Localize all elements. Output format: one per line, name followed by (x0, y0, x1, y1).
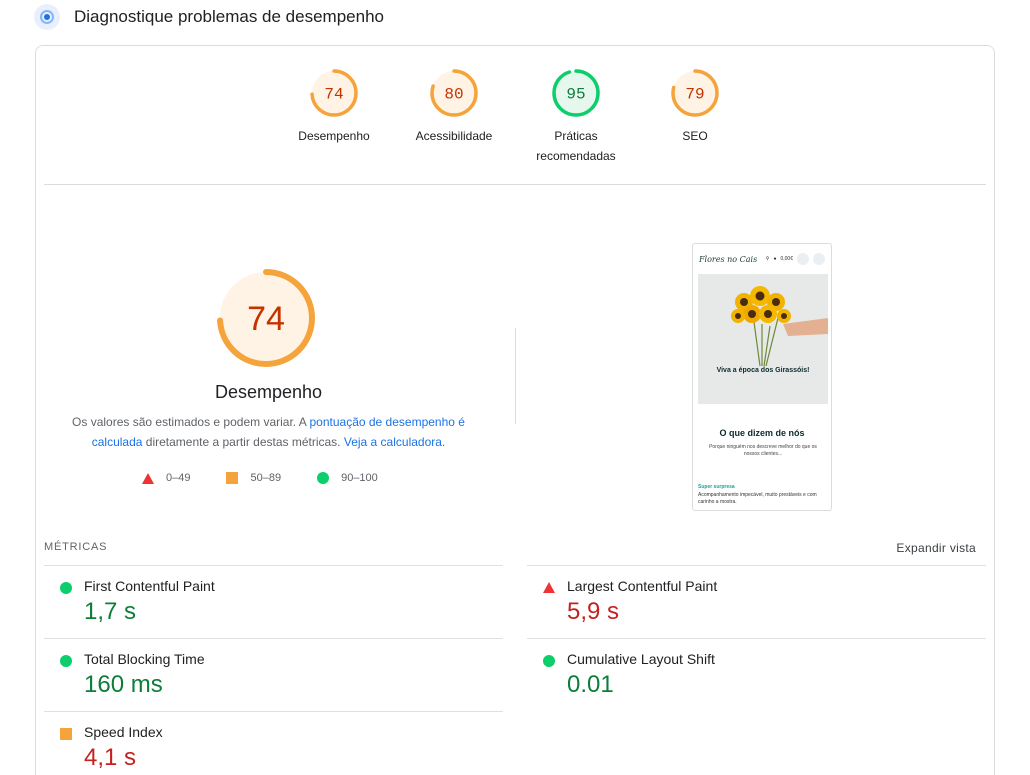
gauge-score: 74 (324, 86, 343, 104)
poor-triangle-icon (543, 582, 555, 593)
lighthouse-icon (34, 4, 60, 30)
metric-cls: Cumulative Layout Shift 0.01 (527, 638, 986, 711)
sunflower-bouquet-image (698, 274, 828, 404)
legend-range: 0–49 (166, 472, 191, 484)
average-square-icon (60, 728, 72, 740)
legend-range: 50–89 (250, 472, 282, 484)
good-circle-icon (60, 655, 72, 667)
search-icon: ⚲ (765, 256, 770, 262)
metric-speed-index: Speed Index 4,1 s (44, 711, 503, 775)
calculator-link[interactable]: Veja a calculadora. (343, 435, 446, 449)
good-circle-icon (60, 582, 72, 594)
metric-lcp: Largest Contentful Paint 5,9 s (527, 565, 986, 638)
gauge-accessibility[interactable]: 80 Acessibilidade (384, 68, 524, 146)
hero-text: Viva a época dos Girassóis! (716, 367, 810, 374)
user-icon: ● (773, 256, 777, 262)
note-text: Os valores são estimados e podem variar.… (72, 415, 310, 429)
metric-tbt: Total Blocking Time 160 ms (44, 638, 503, 711)
circle-icon (317, 472, 330, 484)
screenshot-navbar: Flores no Cais ⚲ ● 0,00€ (693, 244, 831, 274)
page-screenshot[interactable]: Flores no Cais ⚲ ● 0,00€ (692, 243, 832, 511)
metric-name: Total Blocking Time (84, 651, 205, 667)
legend-item-average: 50–89 (226, 472, 281, 484)
legend-range: 90–100 (341, 472, 378, 484)
gauge-ring: 79 (671, 69, 719, 117)
gauge-label: Práticas recomendadas (536, 129, 616, 163)
metric-name: Cumulative Layout Shift (567, 651, 715, 667)
gauge-seo[interactable]: 79 SEO (625, 68, 765, 146)
good-circle-icon (543, 655, 555, 667)
metric-name: Speed Index (84, 724, 163, 740)
metric-value: 0.01 (567, 671, 614, 698)
cart-icon (797, 253, 809, 265)
vertical-divider (515, 328, 516, 424)
metric-value: 160 ms (84, 671, 163, 698)
expand-view-button[interactable]: Expandir vista (896, 541, 976, 555)
metric-value: 1,7 s (84, 598, 137, 625)
section-subtitle: Porque ninguém nos descreve melhor do qu… (709, 444, 817, 457)
legend-item-poor: 0–49 (142, 472, 190, 484)
gauge-label: SEO (682, 129, 708, 143)
performance-note: Os valores são estimados e podem variar.… (61, 412, 476, 452)
gauge-label: Desempenho (298, 129, 370, 143)
triangle-icon (142, 472, 154, 484)
gauge-best-practices[interactable]: 95 Práticas recomendadas (506, 68, 646, 166)
section-heading: O que dizem de nós (719, 428, 805, 438)
cart-value: 0,00€ (780, 256, 793, 262)
performance-gauge: 74 (217, 269, 315, 367)
hero-image: Viva a época dos Girassóis! (698, 274, 828, 404)
metrics-heading: MÉTRICAS (44, 541, 108, 553)
review-text: Acompanhamento impecável, muito prestáve… (698, 492, 817, 505)
note-text: diretamente a partir destas métricas. (142, 435, 344, 449)
gauge-score: 79 (685, 86, 704, 104)
menu-icon (813, 253, 825, 265)
square-icon (226, 472, 239, 484)
metric-value: 4,1 s (84, 744, 137, 771)
metric-value: 5,9 s (567, 598, 620, 625)
gauge-label: Acessibilidade (415, 129, 493, 143)
gauge-ring: 74 (310, 69, 358, 117)
section-title: Diagnostique problemas de desempenho (74, 7, 384, 26)
metric-fcp: First Contentful Paint 1,7 s (44, 565, 503, 638)
gauge-ring: 80 (430, 69, 478, 117)
performance-title: Desempenho (214, 382, 323, 402)
metrics-header: MÉTRICAS Expandir vista (44, 541, 976, 555)
review-title: Super surpresa (698, 484, 735, 490)
performance-score: 74 (247, 300, 285, 338)
gauge-performance[interactable]: 74 Desempenho (264, 68, 404, 146)
section-header: Diagnostique problemas de desempenho (34, 4, 384, 30)
report-card: 74 Desempenho 80 Acessibilidade 95 Práti… (35, 45, 995, 775)
metric-name: First Contentful Paint (84, 578, 215, 594)
legend-item-good: 90–100 (317, 472, 378, 484)
metric-name: Largest Contentful Paint (567, 578, 718, 594)
gauge-score: 80 (444, 86, 463, 104)
score-calculation-link[interactable]: pontuação de desempenho é calculada (91, 415, 465, 449)
divider (44, 184, 986, 185)
gauge-ring: 95 (552, 69, 600, 117)
site-logo: Flores no Cais (699, 254, 758, 264)
category-gauges: 74 Desempenho 80 Acessibilidade 95 Práti… (36, 46, 994, 186)
gauge-score: 95 (566, 86, 585, 104)
score-legend: 0–49 50–89 90–100 (142, 472, 414, 484)
